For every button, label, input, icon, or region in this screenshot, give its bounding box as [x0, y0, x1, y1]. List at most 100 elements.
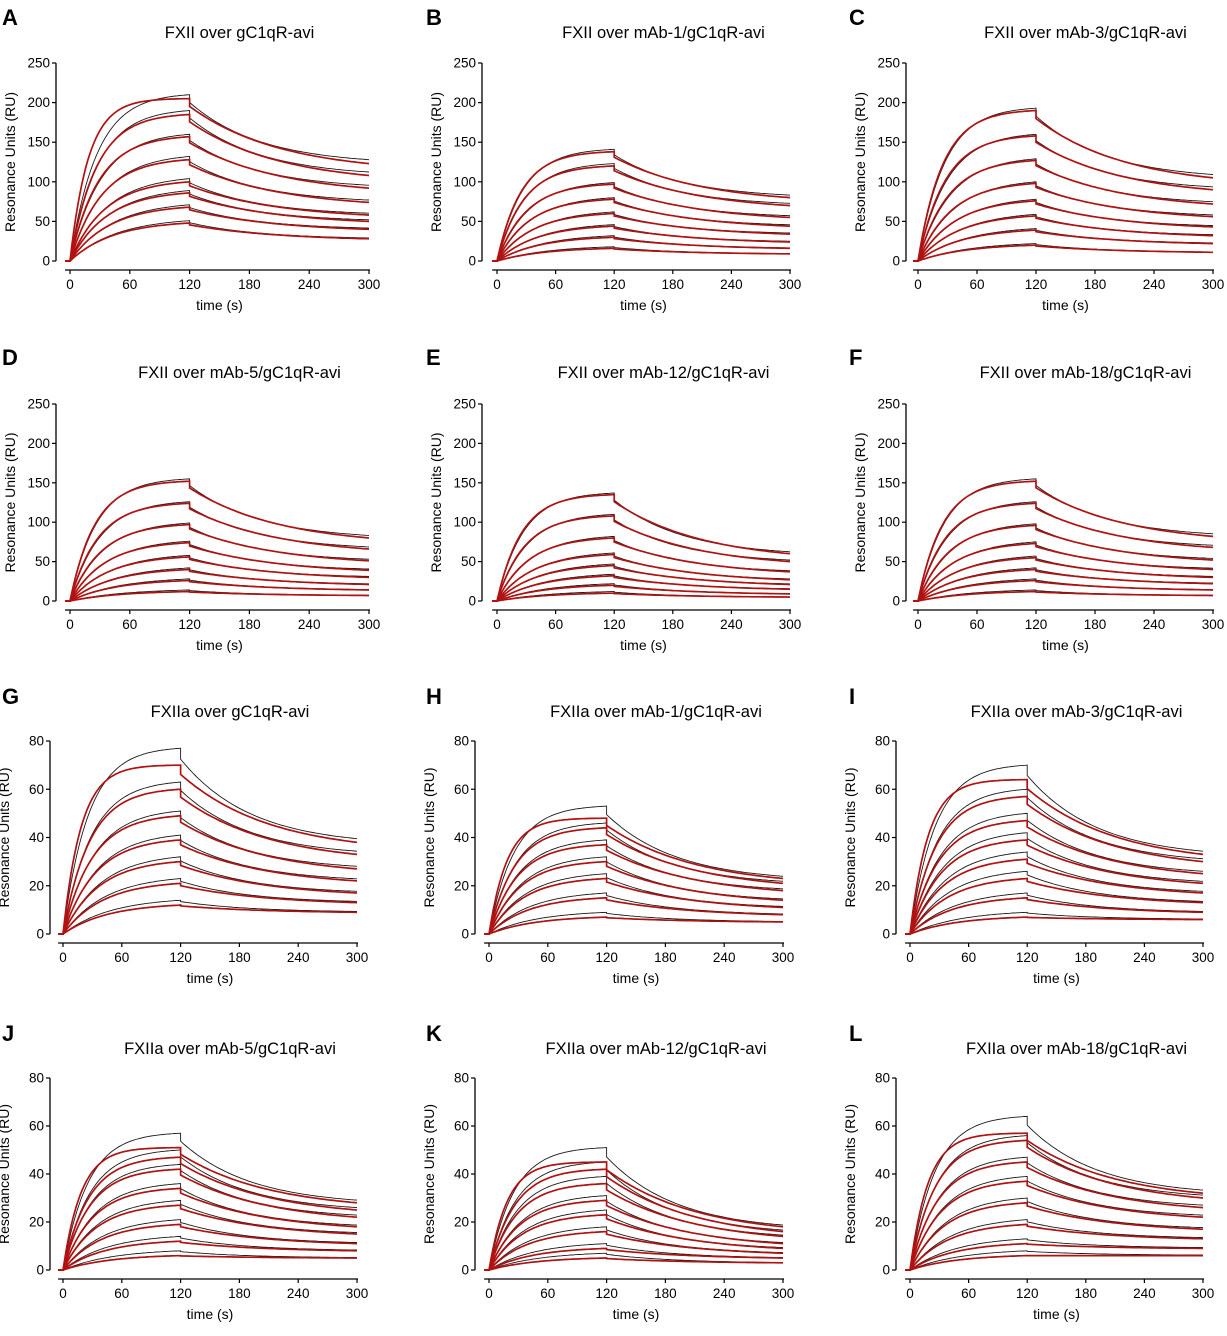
panel-letter: C [849, 5, 865, 30]
sensorgram-data-curve [905, 1175, 1204, 1271]
sensorgram-fit-curve [492, 493, 791, 602]
sensorgram-data-curve [492, 224, 790, 262]
x-tick-label: 180 [654, 1286, 677, 1301]
x-tick-label: 120 [1025, 277, 1048, 292]
sensorgram-fit-curve [484, 877, 784, 935]
x-tick-label: 240 [713, 1286, 736, 1301]
sensorgram-fit-curve [484, 1199, 784, 1271]
y-axis-label: Resonance Units (RU) [421, 767, 437, 907]
x-axis-label: time (s) [1033, 970, 1080, 986]
y-tick-label: 0 [36, 1263, 44, 1278]
y-tick-label: 100 [453, 515, 476, 530]
panel-letter: F [849, 345, 862, 370]
sensorgram-data-curve [905, 764, 1204, 935]
sensorgram-fit-curve [913, 182, 1214, 262]
sensorgram-data-curve [65, 178, 370, 262]
sensorgram-fit-curve [492, 150, 791, 262]
y-tick-label: 60 [454, 1119, 469, 1134]
sensorgram-fit-curve [913, 199, 1214, 262]
x-tick-label: 60 [122, 277, 137, 292]
panel-e: E FXII over mAb-12/gC1qR-avi 0 50 100 150 200 2… [426, 345, 801, 653]
y-tick-label: 40 [29, 830, 44, 845]
y-axis-label: Resonance Units (RU) [852, 432, 868, 572]
y-tick-label: 0 [882, 927, 890, 942]
y-axis-label: Resonance Units (RU) [2, 92, 18, 232]
sensorgram-fit-curve [58, 882, 358, 935]
x-tick-label: 0 [66, 277, 74, 292]
sensorgram-fit-curve [492, 537, 791, 602]
y-tick-label: 100 [877, 515, 900, 530]
x-tick-label: 120 [603, 617, 626, 632]
y-tick-label: 60 [454, 782, 469, 797]
sensorgram-fit-curve [913, 502, 1214, 602]
x-tick-label: 180 [238, 277, 261, 292]
sensorgram-fit-curve [492, 225, 791, 262]
sensorgram-fit-curve [65, 222, 370, 262]
x-axis-label: time (s) [187, 1306, 234, 1322]
sensorgram-fit-curve [484, 827, 784, 935]
x-tick-label: 60 [548, 277, 563, 292]
x-axis-label: time (s) [187, 970, 234, 986]
y-tick-label: 250 [453, 56, 476, 71]
x-tick-label: 300 [346, 1286, 369, 1301]
x-axis-label: time (s) [620, 637, 667, 653]
sensorgram-data-curve [58, 899, 357, 935]
x-tick-label: 180 [1084, 617, 1107, 632]
sensorgram-fit-curve [492, 515, 791, 602]
sensorgram-fit-curve [913, 480, 1214, 602]
y-tick-label: 20 [875, 1215, 890, 1230]
x-tick-label: 240 [1143, 617, 1166, 632]
panel-title: FXII over mAb-12/gC1qR-avi [558, 364, 770, 382]
x-tick-label: 60 [540, 1286, 555, 1301]
sensorgram-fit-curve [913, 229, 1214, 262]
sensorgram-fit-curve [58, 1254, 357, 1271]
sensorgram-fit-curve [492, 574, 791, 602]
x-tick-label: 0 [59, 950, 67, 965]
sensorgram-data-curve [905, 812, 1204, 935]
sensorgram-fit-curve [905, 1132, 1204, 1271]
sensorgram-fit-curve [492, 584, 790, 602]
sensorgram-data-curve [58, 747, 358, 935]
y-tick-label: 250 [27, 397, 50, 412]
sensorgram-fit-curve [913, 524, 1214, 602]
sensorgram-data-curve [913, 501, 1214, 602]
x-tick-label: 60 [122, 617, 137, 632]
sensorgram-data-curve [905, 1219, 1204, 1271]
x-tick-label: 0 [493, 277, 501, 292]
y-tick-label: 200 [453, 95, 476, 110]
sensorgram-data-curve [58, 781, 358, 935]
y-tick-label: 100 [453, 174, 476, 189]
x-axis-label: time (s) [613, 1306, 660, 1322]
sensorgram-data-curve [913, 213, 1213, 262]
sensorgram-fit-curve [913, 590, 1213, 602]
sensorgram-fit-curve [65, 206, 370, 262]
sensorgram-fit-curve [484, 1230, 784, 1271]
y-tick-label: 20 [29, 878, 44, 893]
y-axis-label: Resonance Units (RU) [852, 92, 868, 232]
y-tick-label: 80 [454, 734, 469, 749]
x-axis-label: time (s) [613, 970, 660, 986]
sensorgram-data-curve [58, 1250, 357, 1271]
y-tick-label: 40 [454, 830, 469, 845]
x-tick-label: 240 [287, 950, 310, 965]
y-axis-label: Resonance Units (RU) [0, 1104, 12, 1244]
sensorgram-data-curve [484, 1147, 784, 1271]
sensorgram-data-curve [492, 197, 791, 262]
sensorgram-fit-curve [913, 542, 1214, 602]
y-tick-label: 200 [453, 436, 476, 451]
y-tick-label: 60 [875, 1119, 890, 1134]
panel-h: H FXIIa over mAb-1/gC1qR-avi 0 20 40 60 80 Reso… [421, 684, 794, 986]
sensorgram-fit-curve [484, 1247, 783, 1271]
sensorgram-data-curve [913, 181, 1214, 262]
x-tick-label: 300 [772, 950, 795, 965]
sensorgram-data-curve [484, 805, 784, 935]
sensorgram-data-curve [484, 1226, 784, 1271]
y-tick-label: 60 [875, 782, 890, 797]
sensorgram-fit-curve [65, 556, 370, 602]
sensorgram-fit-curve [484, 817, 784, 935]
y-tick-label: 80 [875, 734, 890, 749]
x-tick-label: 240 [298, 617, 321, 632]
sensorgram-fit-curve [65, 113, 370, 262]
y-tick-label: 0 [36, 927, 44, 942]
